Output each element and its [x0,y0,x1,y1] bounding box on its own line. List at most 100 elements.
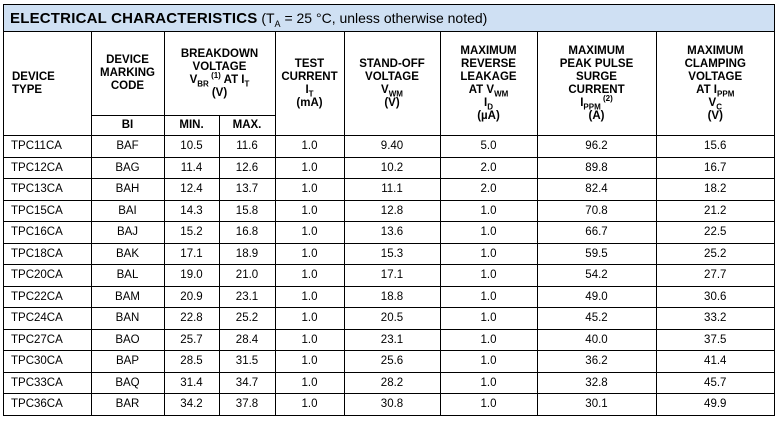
characteristics-grid: DEVICE TYPE DEVICE MARKING CODE BREAKDOW… [4,32,774,415]
cell-test-current: 1.0 [274,328,345,351]
cell-breakdown-max: 37.8 [218,393,276,415]
cell-device-type: TPC18CA [4,242,92,265]
cell-device-type: TPC16CA [4,221,92,244]
cell-surge-current: 96.2 [536,135,657,158]
cell-clamping-voltage: 21.2 [655,199,774,222]
cell-reverse-leakage: 2.0 [439,156,538,179]
condition-sub: A [274,18,281,29]
cell-standoff-voltage: 18.8 [343,285,441,308]
cell-standoff-voltage: 13.6 [343,221,441,244]
cell-standoff-voltage: 10.2 [343,156,441,179]
cell-clamping-voltage: 18.2 [655,178,774,201]
cell-surge-current: 82.4 [536,178,657,201]
cell-reverse-leakage: 1.0 [439,307,538,330]
cell-marking-code: BAR [90,393,165,415]
cell-clamping-voltage: 25.2 [655,242,774,265]
header-breakdown-min: MIN. [163,115,220,136]
cell-surge-current: 40.0 [536,328,657,351]
cell-surge-current: 59.5 [536,242,657,265]
cell-surge-current: 45.2 [536,307,657,330]
cell-marking-code: BAH [90,178,165,201]
header-clamping-voltage: MAXIMUM CLAMPING VOLTAGE AT IPPM VC (V) [655,32,774,136]
cell-clamping-voltage: 49.9 [655,393,774,415]
cell-standoff-voltage: 30.8 [343,393,441,415]
cell-device-type: TPC15CA [4,199,92,222]
cell-standoff-voltage: 9.40 [343,135,441,158]
cell-clamping-voltage: 27.7 [655,264,774,287]
cell-standoff-voltage: 25.6 [343,350,441,373]
table-title: ELECTRICAL CHARACTERISTICS (TA = 25 °C, … [4,5,774,32]
cell-breakdown-min: 10.5 [163,135,220,158]
table-row: TPC11CA BAF 10.5 11.6 1.0 9.40 5.0 96.2 15.6 [4,135,774,158]
table-row: TPC36CA BAR 34.2 37.8 1.0 30.8 1.0 30.1 49.9 [4,393,774,415]
header-marking-code: DEVICE MARKING CODE [90,32,165,116]
cell-marking-code: BAL [90,264,165,287]
cell-test-current: 1.0 [274,199,345,222]
cell-breakdown-max: 25.2 [218,307,276,330]
cell-test-current: 1.0 [274,371,345,394]
electrical-characteristics-table: ELECTRICAL CHARACTERISTICS (TA = 25 °C, … [3,4,775,416]
table-row: TPC13CA BAH 12.4 13.7 1.0 11.1 2.0 82.4 18.2 [4,178,774,201]
cell-breakdown-min: 25.7 [163,328,220,351]
cell-breakdown-min: 12.4 [163,178,220,201]
table-row: TPC33CA BAQ 31.4 34.7 1.0 28.2 1.0 32.8 45.7 [4,371,774,394]
cell-standoff-voltage: 20.5 [343,307,441,330]
cell-marking-code: BAF [90,135,165,158]
cell-reverse-leakage: 1.0 [439,264,538,287]
cell-breakdown-max: 18.9 [218,242,276,265]
cell-breakdown-max: 31.5 [218,350,276,373]
cell-device-type: TPC20CA [4,264,92,287]
cell-device-type: TPC30CA [4,350,92,373]
cell-clamping-voltage: 30.6 [655,285,774,308]
cell-standoff-voltage: 11.1 [343,178,441,201]
cell-reverse-leakage: 1.0 [439,350,538,373]
cell-device-type: TPC22CA [4,285,92,308]
header-breakdown-voltage: BREAKDOWN VOLTAGE VBR (1) AT IT (V) [163,32,276,116]
header-marking-bi: BI [91,115,165,136]
cell-surge-current: 30.1 [536,393,657,415]
cell-breakdown-max: 23.1 [218,285,276,308]
cell-reverse-leakage: 1.0 [439,199,538,222]
cell-breakdown-min: 28.5 [163,350,220,373]
cell-breakdown-max: 15.8 [218,199,276,222]
table-row: TPC20CA BAL 19.0 21.0 1.0 17.1 1.0 54.2 27.7 [4,264,774,287]
table-row: TPC30CA BAP 28.5 31.5 1.0 25.6 1.0 36.2 41.4 [4,350,774,373]
condition-open: (T [257,10,275,26]
title-main: ELECTRICAL CHARACTERISTICS [10,10,258,27]
cell-breakdown-max: 12.6 [218,156,276,179]
cell-standoff-voltage: 28.2 [343,371,441,394]
cell-surge-current: 49.0 [536,285,657,308]
cell-clamping-voltage: 16.7 [655,156,774,179]
cell-clamping-voltage: 41.4 [655,350,774,373]
cell-clamping-voltage: 33.2 [655,307,774,330]
cell-breakdown-min: 31.4 [163,371,220,394]
cell-surge-current: 70.8 [536,199,657,222]
cell-marking-code: BAM [90,285,165,308]
cell-reverse-leakage: 1.0 [439,242,538,265]
cell-reverse-leakage: 1.0 [439,328,538,351]
table-row: TPC15CA BAI 14.3 15.8 1.0 12.8 1.0 70.8 21.2 [4,199,774,222]
table-row: TPC22CA BAM 20.9 23.1 1.0 18.8 1.0 49.0 30.6 [4,285,774,308]
header-breakdown-max: MAX. [218,115,275,136]
cell-clamping-voltage: 22.5 [655,221,774,244]
cell-reverse-leakage: 5.0 [439,135,538,158]
cell-breakdown-max: 21.0 [218,264,276,287]
cell-breakdown-max: 13.7 [218,178,276,201]
cell-device-type: TPC33CA [4,371,92,394]
cell-surge-current: 36.2 [536,350,657,373]
cell-device-type: TPC27CA [4,328,92,351]
cell-breakdown-min: 15.2 [163,221,220,244]
cell-surge-current: 89.8 [536,156,657,179]
cell-device-type: TPC24CA [4,307,92,330]
cell-breakdown-max: 28.4 [218,328,276,351]
cell-marking-code: BAN [90,307,165,330]
table-row: TPC16CA BAJ 15.2 16.8 1.0 13.6 1.0 66.7 22.5 [4,221,774,244]
table-row: TPC27CA BAO 25.7 28.4 1.0 23.1 1.0 40.0 37.5 [4,328,774,351]
cell-standoff-voltage: 23.1 [343,328,441,351]
cell-test-current: 1.0 [274,285,345,308]
cell-test-current: 1.0 [274,393,345,415]
cell-breakdown-min: 19.0 [163,264,220,287]
cell-test-current: 1.0 [274,178,345,201]
cell-clamping-voltage: 37.5 [655,328,774,351]
cell-marking-code: BAP [90,350,165,373]
